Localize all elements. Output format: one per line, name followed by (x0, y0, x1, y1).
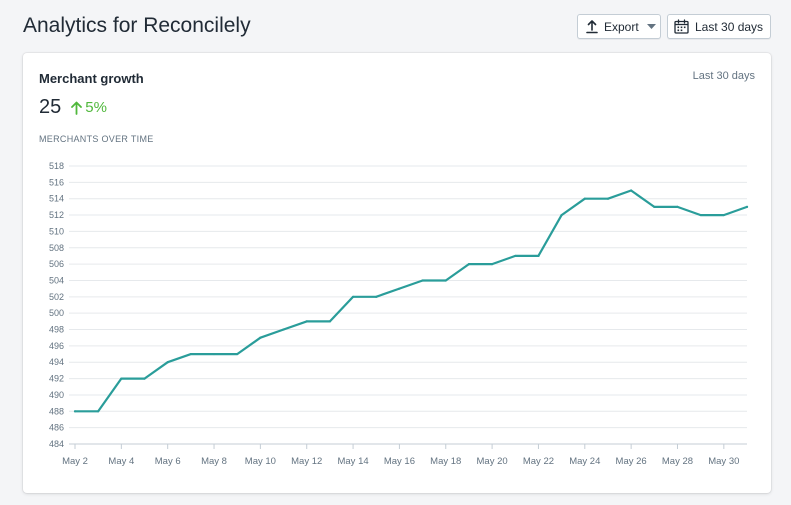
metric-summary: 25 5% (39, 96, 107, 119)
data-point (143, 377, 146, 380)
x-tick-label: May 22 (523, 456, 554, 467)
date-range-button[interactable]: Last 30 days (667, 14, 771, 39)
y-tick-label: 500 (49, 308, 64, 318)
y-tick-label: 514 (49, 194, 64, 204)
x-tick-label: May 30 (708, 456, 739, 467)
series-line (73, 189, 749, 413)
export-button[interactable]: Export (577, 14, 661, 39)
y-tick-label: 486 (49, 423, 64, 433)
data-point (259, 336, 262, 339)
y-tick-label: 488 (49, 406, 64, 416)
merchant-growth-chart: 484 486 488 490 492 494 496 498 500 502 504 506 508 5… (49, 161, 749, 467)
x-tick-label: May 8 (201, 456, 227, 467)
y-tick-label: 502 (49, 292, 64, 302)
data-point (699, 213, 702, 217)
data-point (120, 377, 123, 380)
data-point (560, 213, 563, 217)
calendar-icon (674, 19, 689, 34)
data-point (398, 287, 401, 290)
x-tick-label: May 28 (662, 456, 693, 467)
data-point (236, 352, 239, 356)
data-point (676, 205, 679, 208)
data-point (491, 263, 494, 266)
data-point (97, 410, 100, 413)
data-point (444, 279, 447, 282)
y-tick-label: 516 (49, 177, 64, 187)
data-point (653, 205, 656, 208)
y-tick-label: 510 (49, 226, 64, 236)
x-tick-label: May 18 (430, 456, 461, 467)
caret-down-icon (646, 24, 656, 29)
chart-series-label: MERCHANTS OVER TIME (39, 134, 154, 144)
y-tick-label: 506 (49, 259, 64, 269)
x-tick-label: May 14 (337, 456, 368, 467)
y-tick-label: 518 (49, 161, 64, 171)
data-point (722, 213, 725, 217)
data-point (745, 205, 749, 208)
merchant-growth-card: Merchant growth Last 30 days 25 5% MERCH… (23, 53, 771, 493)
card-date-range: Last 30 days (692, 70, 755, 82)
x-tick-label: May 20 (477, 456, 508, 467)
data-point (189, 352, 192, 356)
x-tick-label: May 10 (245, 456, 276, 467)
y-tick-label: 512 (49, 210, 64, 220)
y-tick-label: 492 (49, 374, 64, 384)
card-title: Merchant growth (39, 71, 144, 86)
data-point (212, 352, 216, 356)
metric-change-value: 5% (85, 99, 107, 116)
export-label: Export (604, 19, 639, 34)
y-tick-label: 494 (49, 357, 64, 367)
data-point (514, 254, 517, 258)
y-tick-label: 508 (49, 243, 64, 253)
data-point (282, 328, 285, 331)
arrow-up-icon (71, 101, 85, 115)
x-tick-label: May 26 (616, 456, 647, 467)
data-point (421, 279, 424, 282)
y-tick-label: 496 (49, 341, 64, 351)
data-point (583, 197, 586, 200)
data-point (305, 320, 308, 323)
x-tick-label: May 24 (569, 456, 600, 467)
data-point (537, 254, 540, 258)
y-tick-label: 498 (49, 325, 64, 335)
page-title: Analytics for Reconcilely (23, 14, 251, 37)
data-point (73, 410, 77, 413)
data-point (606, 197, 610, 200)
x-tick-label: May 2 (62, 456, 88, 467)
metric-value: 25 (39, 96, 62, 118)
x-tick-label: May 16 (384, 456, 415, 467)
data-point (166, 361, 169, 364)
data-point (467, 263, 471, 266)
x-tick-label: May 6 (155, 456, 181, 467)
x-tick-label: May 12 (291, 456, 322, 467)
date-range-label: Last 30 days (695, 19, 764, 34)
y-tick-label: 504 (49, 275, 64, 285)
data-point (375, 295, 378, 298)
data-point (351, 295, 355, 298)
upload-icon (586, 19, 598, 34)
data-point (630, 189, 633, 192)
data-point (328, 320, 331, 323)
y-tick-label: 490 (49, 390, 64, 400)
x-tick-label: May 4 (108, 456, 134, 467)
metric-change: 5% (71, 99, 107, 116)
y-tick-label: 484 (49, 439, 64, 449)
